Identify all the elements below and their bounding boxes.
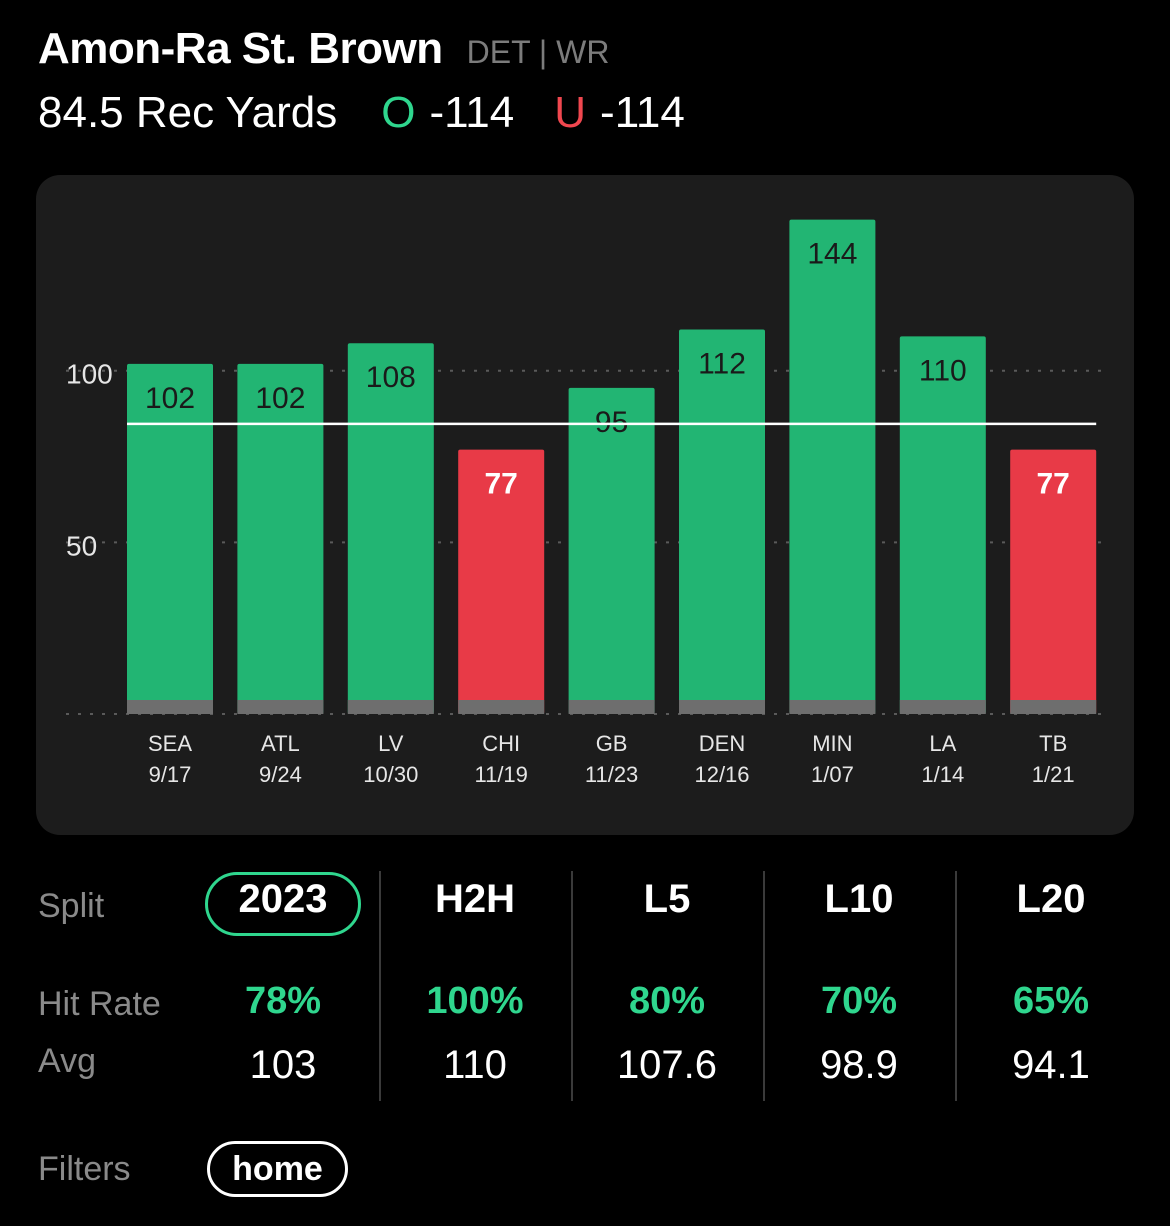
split-tab[interactable]: L5 xyxy=(643,877,691,921)
over-letter[interactable]: O xyxy=(381,88,416,137)
split-row-label: Split xyxy=(38,887,105,925)
bar-base xyxy=(127,700,213,714)
x-tick-date: 1/14 xyxy=(921,762,964,787)
x-tick-opponent: CHI xyxy=(482,731,520,756)
y-tick-label: 100 xyxy=(66,359,113,390)
bar-value-label: 108 xyxy=(366,361,416,394)
under-odds[interactable]: -114 xyxy=(600,88,685,137)
bar xyxy=(237,363,324,714)
x-tick-date: 9/24 xyxy=(259,762,302,787)
x-tick-opponent: MIN xyxy=(812,731,852,756)
x-tick-opponent: GB xyxy=(596,731,628,756)
player-name: Amon-Ra St. Brown xyxy=(38,24,443,73)
bar-base xyxy=(237,700,324,714)
x-tick-opponent: TB xyxy=(1039,731,1067,756)
x-tick-date: 12/16 xyxy=(694,762,749,787)
hit-rate-row-label: Hit Rate xyxy=(38,985,161,1023)
avg-row-label: Avg xyxy=(38,1042,96,1080)
under-letter[interactable]: U xyxy=(554,88,587,137)
split-tab[interactable]: H2H xyxy=(434,877,516,921)
hit-rate-value: 70% xyxy=(820,980,898,1022)
column-divider xyxy=(763,871,765,1101)
team-position: DET | WR xyxy=(466,34,610,70)
x-tick-opponent: ATL xyxy=(261,731,300,756)
x-tick-date: 11/19 xyxy=(474,762,527,787)
y-tick-label: 50 xyxy=(66,530,97,561)
bar xyxy=(568,387,655,714)
avg-value: 94.1 xyxy=(1012,1043,1090,1087)
filter-chip-home[interactable]: home xyxy=(207,1141,348,1197)
bar-value-label: 112 xyxy=(698,348,746,381)
selected-split-pill xyxy=(205,872,361,936)
bar xyxy=(1010,449,1097,714)
bar-value-label: 77 xyxy=(485,468,518,501)
bar-base xyxy=(347,700,434,714)
prop-line: 84.5 Rec Yards O -114 U -114 xyxy=(38,88,685,138)
avg-value: 107.6 xyxy=(616,1043,718,1087)
hit-rate-value: 100% xyxy=(426,980,524,1022)
x-tick-date: 1/21 xyxy=(1032,762,1075,787)
x-tick-opponent: SEA xyxy=(148,731,192,756)
game-log-chart: 50 100 102 SEA 9/17 102 ATL 9/24 108 LV 10/30 77 CHI… xyxy=(36,175,1134,835)
x-tick-date: 1/07 xyxy=(811,762,854,787)
hit-rate-value: 80% xyxy=(628,980,706,1022)
column-divider xyxy=(379,871,381,1101)
filters-label: Filters xyxy=(38,1150,131,1188)
hit-rate-value: 65% xyxy=(1012,980,1090,1022)
bar-value-label: 95 xyxy=(595,406,628,439)
bar-base xyxy=(679,700,765,714)
player-header: Amon-Ra St. Brown DET | WR xyxy=(38,24,609,74)
bar-value-label: 102 xyxy=(145,382,195,415)
avg-value: 98.9 xyxy=(820,1043,898,1087)
team-label: DET xyxy=(466,34,531,70)
avg-value: 110 xyxy=(443,1043,507,1087)
bar-base xyxy=(568,700,655,714)
bar-value-label: 102 xyxy=(255,382,305,415)
split-tab[interactable]: L10 xyxy=(824,877,894,921)
bar-value-label: 110 xyxy=(919,354,967,387)
over-odds[interactable]: -114 xyxy=(429,88,515,137)
x-tick-opponent: LA xyxy=(929,731,956,756)
bar-base xyxy=(458,700,545,714)
bar-base xyxy=(789,700,876,714)
split-stats-table: Split Hit Rate Avg 2023 78% 103 H2H 100%… xyxy=(0,865,1170,1110)
column-divider xyxy=(955,871,957,1101)
x-tick-opponent: DEN xyxy=(699,731,745,756)
split-tab[interactable]: L20 xyxy=(1016,877,1086,921)
bar xyxy=(458,449,545,714)
avg-value: 103 xyxy=(249,1043,317,1087)
x-tick-date: 11/23 xyxy=(585,762,638,787)
x-tick-date: 10/30 xyxy=(363,762,418,787)
split-tab[interactable]: 2023 xyxy=(238,877,328,921)
hit-rate-value: 78% xyxy=(244,980,322,1022)
x-tick-date: 9/17 xyxy=(149,762,192,787)
bar xyxy=(127,363,213,714)
column-divider xyxy=(571,871,573,1101)
bar xyxy=(789,219,876,714)
prop-label: 84.5 Rec Yards xyxy=(38,88,338,137)
bar-base xyxy=(1010,700,1097,714)
bar-value-label: 77 xyxy=(1037,468,1070,501)
x-tick-opponent: LV xyxy=(378,731,404,756)
bar-value-label: 144 xyxy=(807,238,857,271)
bar-base xyxy=(899,700,986,714)
position-label: WR xyxy=(556,34,610,70)
bar xyxy=(347,343,434,714)
bar xyxy=(899,336,986,714)
bar xyxy=(679,329,765,714)
bar-chart-svg: 50 100 102 SEA 9/17 102 ATL 9/24 108 LV 10/30 77 CHI… xyxy=(66,219,1104,787)
